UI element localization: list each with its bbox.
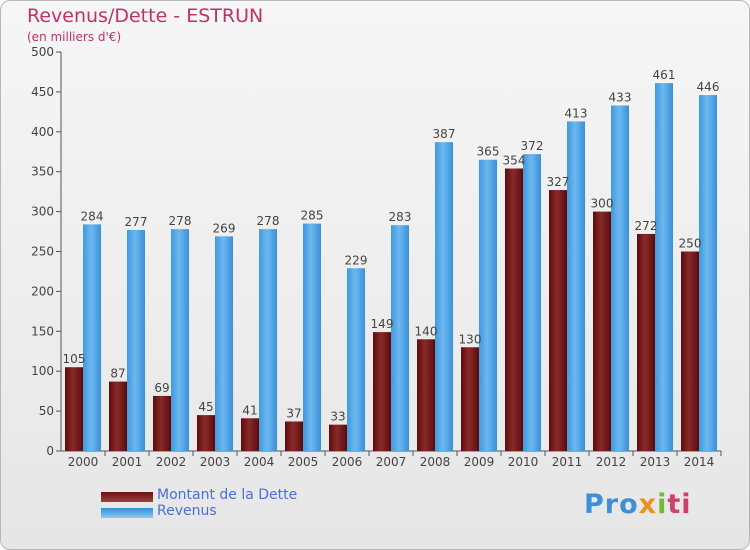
bar-revenue (655, 83, 673, 451)
data-label-revenue: 365 (477, 145, 500, 159)
data-label-revenue: 269 (213, 221, 236, 235)
bar-debt (681, 251, 699, 451)
data-label-revenue: 283 (389, 210, 412, 224)
data-label-debt: 87 (110, 367, 125, 381)
bar-debt (505, 168, 523, 451)
x-tick-label: 2008 (420, 455, 451, 469)
data-label-debt: 149 (371, 317, 394, 331)
bar-debt (285, 421, 303, 451)
bar-revenue (127, 229, 145, 451)
data-label-debt: 45 (198, 400, 213, 414)
x-tick-label: 2007 (376, 455, 407, 469)
x-tick-label: 2002 (156, 455, 187, 469)
legend-swatch-revenue (101, 508, 153, 518)
y-tick-label: 350 (31, 165, 54, 179)
data-label-revenue: 446 (697, 80, 720, 94)
bar-revenue (523, 154, 541, 452)
x-tick-label: 2013 (640, 455, 671, 469)
chart-title: Revenus/Dette - ESTRUN (27, 5, 264, 27)
data-label-revenue: 285 (301, 209, 324, 223)
data-label-debt: 130 (459, 332, 482, 346)
bar-debt (417, 339, 435, 451)
y-tick-label: 500 (31, 45, 54, 59)
data-label-debt: 41 (242, 403, 257, 417)
y-tick-label: 100 (31, 364, 54, 378)
x-tick-label: 2003 (200, 455, 231, 469)
legend-swatch-debt (101, 492, 153, 502)
y-tick-label: 450 (31, 85, 54, 99)
bar-debt (593, 211, 611, 451)
data-label-debt: 354 (503, 154, 526, 168)
bar-debt (65, 367, 83, 451)
y-tick-label: 0 (46, 444, 54, 458)
data-label-debt: 37 (286, 406, 301, 420)
data-label-debt: 272 (635, 219, 658, 233)
bar-revenue (611, 105, 629, 451)
data-label-debt: 69 (154, 381, 169, 395)
bar-revenue (303, 223, 321, 451)
data-label-revenue: 372 (521, 139, 544, 153)
chart-subtitle: (en milliers d'€) (27, 30, 122, 44)
bar-debt (153, 395, 171, 451)
x-tick-label: 2005 (288, 455, 319, 469)
bar-debt (109, 381, 127, 451)
x-tick-label: 2006 (332, 455, 363, 469)
bar-revenue (171, 229, 189, 451)
data-label-debt: 140 (415, 324, 438, 338)
data-label-debt: 300 (591, 197, 614, 211)
data-label-revenue: 277 (125, 215, 148, 229)
y-tick-label: 300 (31, 205, 54, 219)
data-label-revenue: 413 (565, 106, 588, 120)
x-tick-label: 2004 (244, 455, 275, 469)
x-tick-label: 2010 (508, 455, 539, 469)
x-tick-label: 2000 (68, 455, 99, 469)
bar-revenue (699, 95, 717, 451)
y-tick-label: 50 (39, 404, 54, 418)
bar-revenue (391, 225, 409, 451)
data-label-debt: 105 (63, 352, 86, 366)
x-tick-label: 2012 (596, 455, 627, 469)
x-tick-label: 2001 (112, 455, 143, 469)
y-tick-label: 150 (31, 324, 54, 338)
data-label-revenue: 278 (257, 214, 280, 228)
bar-revenue (435, 142, 453, 451)
x-tick-label: 2009 (464, 455, 495, 469)
bar-revenue (479, 159, 497, 452)
data-label-revenue: 278 (169, 214, 192, 228)
bar-debt (461, 347, 479, 451)
bar-revenue (83, 224, 101, 451)
bar-revenue (567, 121, 585, 452)
bar-debt (241, 418, 259, 451)
data-label-revenue: 229 (345, 253, 368, 267)
bar-revenue (259, 229, 277, 451)
y-tick-label: 250 (31, 245, 54, 259)
bar-debt (637, 233, 655, 451)
legend-label-revenue: Revenus (157, 503, 217, 519)
data-label-debt: 250 (679, 237, 702, 251)
legend-label-debt: Montant de la Dette (157, 487, 298, 503)
data-label-revenue: 387 (433, 127, 456, 141)
x-tick-label: 2011 (552, 455, 583, 469)
y-tick-label: 400 (31, 125, 54, 139)
bar-debt (197, 415, 215, 451)
data-label-debt: 33 (330, 410, 345, 424)
data-label-revenue: 461 (653, 68, 676, 82)
data-label-debt: 327 (547, 175, 570, 189)
bar-debt (329, 424, 347, 451)
x-tick-label: 2014 (684, 455, 715, 469)
data-label-revenue: 433 (609, 90, 632, 104)
data-label-revenue: 284 (81, 209, 104, 223)
bar-debt (373, 332, 391, 451)
proxiti-logo: Proxiti (584, 489, 692, 520)
bar-revenue (347, 268, 365, 451)
bar-revenue (215, 236, 233, 451)
bar-debt (549, 190, 567, 451)
y-tick-label: 200 (31, 284, 54, 298)
